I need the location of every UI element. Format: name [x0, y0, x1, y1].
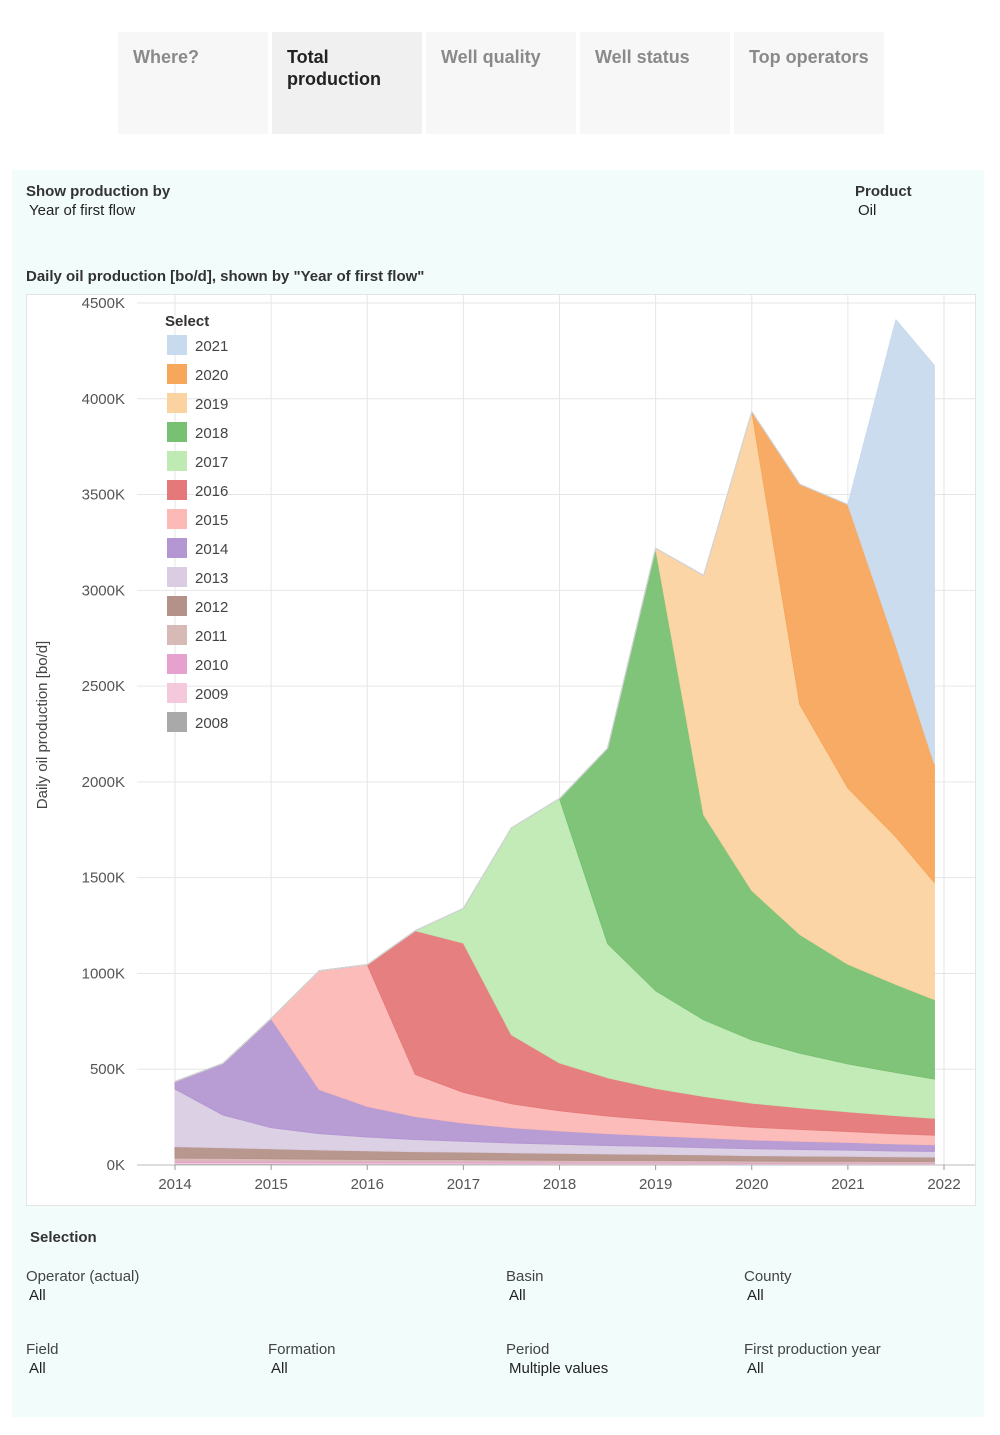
y-tick-label: 2500K — [82, 678, 125, 695]
legend-swatch-2008[interactable] — [167, 712, 187, 732]
legend-swatch-2018[interactable] — [167, 422, 187, 442]
x-tick-label: 2018 — [543, 1176, 576, 1193]
legend-label-2020[interactable]: 2020 — [195, 367, 228, 384]
filter-label-operator: Operator (actual) — [26, 1268, 140, 1285]
filter-label-formation: Formation — [268, 1341, 336, 1358]
filter-value-basin[interactable]: All — [509, 1287, 526, 1304]
x-tick-label: 2020 — [735, 1176, 768, 1193]
legend-label-2019[interactable]: 2019 — [195, 396, 228, 413]
filter-value-first-production-year[interactable]: All — [747, 1360, 764, 1377]
legend-label-2016[interactable]: 2016 — [195, 483, 228, 500]
filter-value-formation[interactable]: All — [271, 1360, 288, 1377]
y-tick-label: 3000K — [82, 582, 125, 599]
x-tick-label: 2019 — [639, 1176, 672, 1193]
chart-container: 2014 2015 2016 2017 2018 2019 2020 2021 2022 0K 50… — [26, 294, 976, 1206]
area-chart: 2014 2015 2016 2017 2018 2019 2020 2021 2022 0K 50… — [34, 295, 975, 1193]
legend-swatch-2021[interactable] — [167, 335, 187, 355]
show-by-selector[interactable]: Year of first flow — [29, 202, 136, 219]
legend-label-2015[interactable]: 2015 — [195, 512, 228, 529]
filter-label-period: Period — [506, 1341, 550, 1358]
legend-swatch-2011[interactable] — [167, 625, 187, 645]
legend-swatch-2019[interactable] — [167, 393, 187, 413]
legend-swatch-2010[interactable] — [167, 654, 187, 674]
x-tick-label: 2022 — [927, 1176, 960, 1193]
filter-value-period[interactable]: Multiple values — [509, 1360, 609, 1377]
show-by-label: Show production by — [26, 183, 171, 200]
y-tick-label: 3500K — [82, 487, 125, 504]
y-tick-label: 0K — [107, 1157, 125, 1174]
x-tick-label: 2015 — [254, 1176, 287, 1193]
legend-label-2008[interactable]: 2008 — [195, 715, 228, 732]
legend-label-2014[interactable]: 2014 — [195, 541, 228, 558]
x-tick-label: 2016 — [351, 1176, 384, 1193]
y-tick-label: 4500K — [82, 295, 125, 312]
legend-swatch-2016[interactable] — [167, 480, 187, 500]
filter-value-county[interactable]: All — [747, 1287, 764, 1304]
legend-swatch-2014[interactable] — [167, 538, 187, 558]
y-tick-label: 500K — [90, 1061, 125, 1078]
chart-heading: Daily oil production [bo/d], shown by "Y… — [26, 268, 425, 285]
legend-swatch-2015[interactable] — [167, 509, 187, 529]
y-tick-label: 1000K — [82, 965, 125, 982]
legend-label-2009[interactable]: 2009 — [195, 686, 228, 703]
y-tick-label: 1500K — [82, 870, 125, 887]
y-tick-label: 2000K — [82, 774, 125, 791]
x-tick-label: 2021 — [831, 1176, 864, 1193]
filter-value-field[interactable]: All — [29, 1360, 46, 1377]
legend-label-2013[interactable]: 2013 — [195, 570, 228, 587]
legend-swatch-2009[interactable] — [167, 683, 187, 703]
product-selector[interactable]: Oil — [858, 202, 877, 219]
y-tick-label: 4000K — [82, 391, 125, 408]
legend-swatch-2013[interactable] — [167, 567, 187, 587]
legend-label-2017[interactable]: 2017 — [195, 454, 228, 471]
legend-label-2011[interactable]: 2011 — [195, 628, 227, 645]
x-tick-label: 2017 — [447, 1176, 480, 1193]
filter-label-first-production-year: First production year — [744, 1341, 881, 1358]
tab-where[interactable]: Where? — [118, 32, 268, 134]
filter-value-operator[interactable]: All — [29, 1287, 46, 1304]
filter-label-field: Field — [26, 1341, 59, 1358]
product-label: Product — [855, 183, 912, 200]
legend-swatch-2020[interactable] — [167, 364, 187, 384]
tab-well-status[interactable]: Well status — [580, 32, 730, 134]
area-series-2021[interactable] — [174, 319, 935, 1082]
legend-label-2012[interactable]: 2012 — [195, 599, 228, 616]
x-tick-label: 2014 — [158, 1176, 191, 1193]
tab-total-production[interactable]: Total production — [272, 32, 422, 134]
dashboard-panel: Show production by Year of first flow Pr… — [12, 170, 984, 1417]
filter-label-basin: Basin — [506, 1268, 544, 1285]
tab-bar: Where? Total production Well quality Wel… — [118, 32, 888, 134]
y-axis-title: Daily oil production [bo/d] — [34, 641, 51, 809]
legend-label-2018[interactable]: 2018 — [195, 425, 228, 442]
legend-swatch-2017[interactable] — [167, 451, 187, 471]
legend-swatch-2012[interactable] — [167, 596, 187, 616]
tab-top-operators[interactable]: Top operators — [734, 32, 884, 134]
selection-title: Selection — [30, 1229, 97, 1246]
filter-label-county: County — [744, 1268, 792, 1285]
tab-well-quality[interactable]: Well quality — [426, 32, 576, 134]
legend-title: Select — [165, 313, 209, 330]
legend-label-2010[interactable]: 2010 — [195, 657, 228, 674]
legend-label-2021[interactable]: 2021 — [195, 338, 228, 355]
